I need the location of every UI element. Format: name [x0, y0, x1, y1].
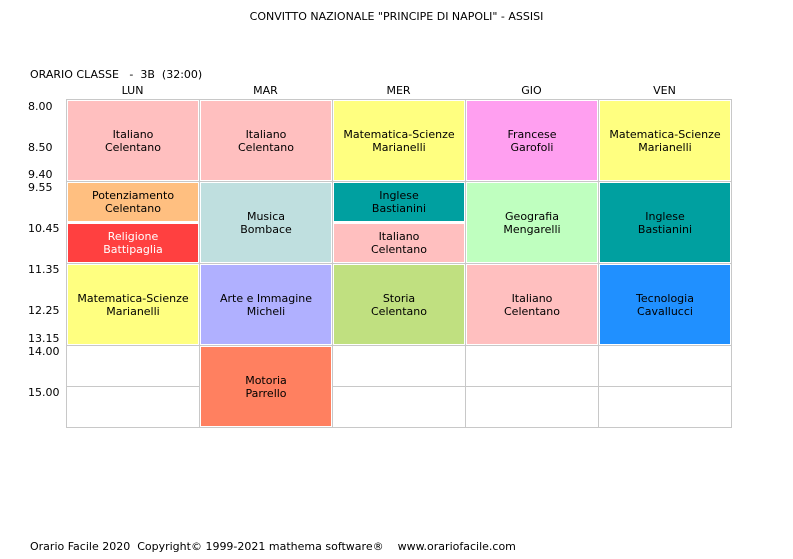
footer-copyright: Orario Facile 2020 Copyright© 1999-2021 …	[30, 540, 516, 553]
lesson-cell[interactable]: Religione Battipaglia	[67, 223, 199, 263]
lesson-cell[interactable]: Matematica-Scienze Marianelli	[599, 100, 731, 181]
lesson-teacher: Celentano	[371, 304, 427, 318]
lesson-cell[interactable]: Matematica-Scienze Marianelli	[333, 100, 465, 181]
lesson-teacher: Cavallucci	[637, 304, 693, 318]
lesson-cell[interactable]: Matematica-Scienze Marianelli	[67, 264, 199, 345]
lesson-cell[interactable]: Potenziamento Celentano	[67, 182, 199, 222]
lesson-teacher: Marianelli	[106, 304, 160, 318]
lesson-subject: Inglese	[379, 189, 419, 202]
lesson-subject: Geografia	[505, 209, 559, 223]
lesson-subject: Arte e Immagine	[219, 291, 313, 305]
day-header-mar: MAR	[253, 84, 278, 97]
lesson-cell[interactable]: Geografia Mengarelli	[466, 182, 598, 263]
lesson-teacher: Marianelli	[638, 140, 692, 154]
lesson-subject: Musica	[246, 209, 286, 223]
lesson-subject: Tecnologia	[636, 291, 694, 305]
lesson-cell[interactable]: Italiano Celentano	[200, 100, 332, 181]
lesson-cell[interactable]: Tecnologia Cavallucci	[599, 264, 731, 345]
lesson-subject: Italiano	[511, 291, 553, 305]
lesson-subject: Storia	[382, 291, 416, 305]
lesson-cell[interactable]: Italiano Celentano	[67, 100, 199, 181]
lesson-cell[interactable]: Arte e Immagine Micheli	[200, 264, 332, 345]
time-label: 14.00	[28, 345, 60, 358]
class-label: ORARIO CLASSE - 3B (32:00)	[30, 68, 203, 81]
grid-line	[66, 99, 732, 100]
lesson-subject: Potenziamento	[91, 189, 175, 202]
lesson-teacher: Bastianini	[637, 222, 693, 236]
lesson-teacher: Parrello	[245, 386, 287, 400]
grid-line	[66, 427, 732, 428]
lesson-teacher: Bombace	[240, 222, 292, 236]
lesson-subject: Matematica-Scienze	[609, 127, 721, 141]
grid-line	[66, 181, 732, 182]
lesson-teacher: Garofoli	[510, 140, 554, 154]
day-header-ven: VEN	[653, 84, 676, 97]
day-header-gio: GIO	[521, 84, 542, 97]
lesson-subject: Motoria	[245, 373, 287, 387]
lesson-teacher: Mengarelli	[503, 222, 561, 236]
lesson-subject: Religione	[107, 230, 159, 243]
lesson-teacher: Celentano	[238, 140, 294, 154]
lesson-cell[interactable]: Storia Celentano	[333, 264, 465, 345]
time-label: 15.00	[28, 386, 60, 399]
time-label: 8.50	[28, 141, 53, 154]
lesson-teacher: Micheli	[246, 304, 286, 318]
lesson-teacher: Celentano	[105, 202, 161, 215]
lesson-teacher: Marianelli	[372, 140, 426, 154]
time-label: 8.00	[28, 100, 53, 113]
lesson-subject: Francese	[507, 127, 557, 141]
lesson-teacher: Bastianini	[371, 202, 427, 215]
lesson-subject: Inglese	[645, 209, 685, 223]
lesson-cell[interactable]: Italiano Celentano	[333, 223, 465, 263]
lesson-cell[interactable]: Francese Garofoli	[466, 100, 598, 181]
time-label: 11.35	[28, 263, 60, 276]
lesson-subject: Matematica-Scienze	[77, 291, 189, 305]
time-label: 10.45	[28, 222, 60, 235]
time-label: 9.55	[28, 181, 53, 194]
lesson-cell[interactable]: Italiano Celentano	[466, 264, 598, 345]
lesson-teacher: Celentano	[371, 243, 427, 256]
grid-line	[66, 345, 732, 346]
page-title: CONVITTO NAZIONALE "PRINCIPE DI NAPOLI" …	[249, 10, 544, 23]
time-label: 12.25	[28, 304, 60, 317]
day-header-mer: MER	[386, 84, 411, 97]
time-label: 9.40	[28, 168, 53, 181]
lesson-subject: Matematica-Scienze	[343, 127, 455, 141]
lesson-cell[interactable]: Inglese Bastianini	[333, 182, 465, 222]
lesson-subject: Italiano	[112, 127, 154, 141]
grid-line	[66, 386, 732, 387]
lesson-subject: Italiano	[245, 127, 287, 141]
lesson-cell[interactable]: Musica Bombace	[200, 182, 332, 263]
grid-line	[66, 263, 732, 264]
lesson-teacher: Battipaglia	[103, 243, 163, 256]
lesson-subject: Italiano	[378, 230, 420, 243]
day-header-lun: LUN	[121, 84, 144, 97]
lesson-teacher: Celentano	[105, 140, 161, 154]
lesson-cell[interactable]: Motoria Parrello	[200, 346, 332, 427]
lesson-teacher: Celentano	[504, 304, 560, 318]
time-label: 13.15	[28, 332, 60, 345]
lesson-cell[interactable]: Inglese Bastianini	[599, 182, 731, 263]
